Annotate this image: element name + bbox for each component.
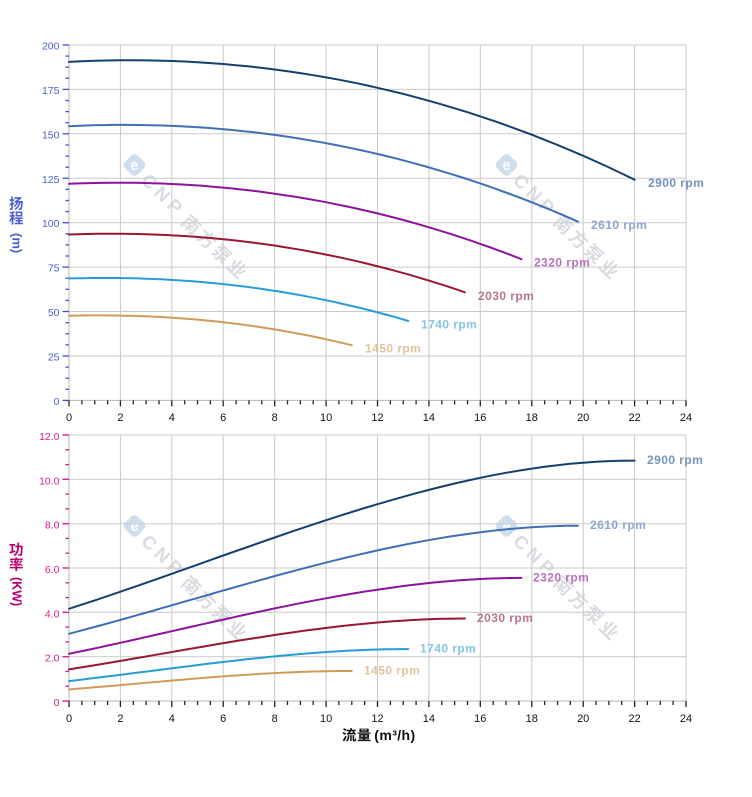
svg-text:1740 rpm: 1740 rpm: [421, 318, 477, 332]
svg-text:e: e: [130, 158, 138, 174]
svg-text:6.0: 6.0: [45, 564, 60, 576]
svg-text:2.0: 2.0: [45, 653, 60, 665]
svg-text:18: 18: [526, 412, 538, 424]
svg-text:14: 14: [423, 713, 435, 725]
svg-text:2610 rpm: 2610 rpm: [590, 518, 646, 532]
svg-text:100: 100: [42, 218, 60, 230]
svg-text:25: 25: [48, 352, 60, 364]
svg-text:22: 22: [628, 713, 640, 725]
svg-text:24: 24: [680, 412, 692, 424]
svg-text:2320 rpm: 2320 rpm: [533, 570, 589, 584]
svg-text:200: 200: [42, 41, 60, 53]
svg-text:150: 150: [42, 129, 60, 141]
svg-text:(KW): (KW): [10, 577, 24, 606]
svg-text:2030 rpm: 2030 rpm: [477, 611, 533, 625]
svg-text:2: 2: [117, 713, 123, 725]
svg-text:0: 0: [54, 697, 60, 709]
svg-text:e: e: [502, 519, 510, 535]
svg-text:2320 rpm: 2320 rpm: [534, 256, 590, 270]
svg-text:22: 22: [628, 412, 640, 424]
svg-text:8.0: 8.0: [45, 520, 60, 532]
svg-text:2610 rpm: 2610 rpm: [591, 218, 647, 232]
svg-text:1450 rpm: 1450 rpm: [365, 342, 421, 356]
svg-text:8: 8: [272, 412, 278, 424]
svg-text:e: e: [130, 519, 138, 535]
svg-text:18: 18: [526, 713, 538, 725]
svg-text:10.0: 10.0: [39, 475, 60, 487]
svg-text:24: 24: [680, 713, 692, 725]
svg-text:12: 12: [371, 412, 383, 424]
svg-text:125: 125: [42, 174, 60, 186]
svg-text:(m): (m): [10, 233, 25, 253]
svg-text:4: 4: [169, 412, 175, 424]
svg-text:1740 rpm: 1740 rpm: [420, 642, 476, 656]
svg-text:75: 75: [48, 263, 60, 275]
svg-text:12.0: 12.0: [39, 431, 60, 443]
svg-text:0: 0: [66, 713, 72, 725]
svg-text:20: 20: [577, 412, 589, 424]
svg-text:1450 rpm: 1450 rpm: [364, 664, 420, 678]
svg-text:16: 16: [474, 412, 486, 424]
svg-text:0: 0: [66, 412, 72, 424]
svg-text:(m³/h): (m³/h): [374, 727, 415, 743]
svg-text:e: e: [502, 158, 510, 174]
svg-text:2: 2: [117, 412, 123, 424]
svg-text:4.0: 4.0: [45, 608, 60, 620]
svg-text:20: 20: [577, 713, 589, 725]
svg-text:6: 6: [220, 412, 226, 424]
svg-text:12: 12: [371, 713, 383, 725]
svg-text:0: 0: [54, 396, 60, 408]
svg-text:4: 4: [169, 713, 175, 725]
svg-text:16: 16: [474, 713, 486, 725]
svg-text:10: 10: [320, 713, 332, 725]
svg-text:2900 rpm: 2900 rpm: [648, 176, 704, 190]
svg-text:175: 175: [42, 85, 60, 97]
svg-text:2900 rpm: 2900 rpm: [647, 453, 703, 467]
svg-text:14: 14: [423, 412, 435, 424]
svg-text:2030 rpm: 2030 rpm: [478, 289, 534, 303]
svg-text:6: 6: [220, 713, 226, 725]
svg-text:50: 50: [48, 307, 60, 319]
svg-text:10: 10: [320, 412, 332, 424]
svg-text:8: 8: [272, 713, 278, 725]
